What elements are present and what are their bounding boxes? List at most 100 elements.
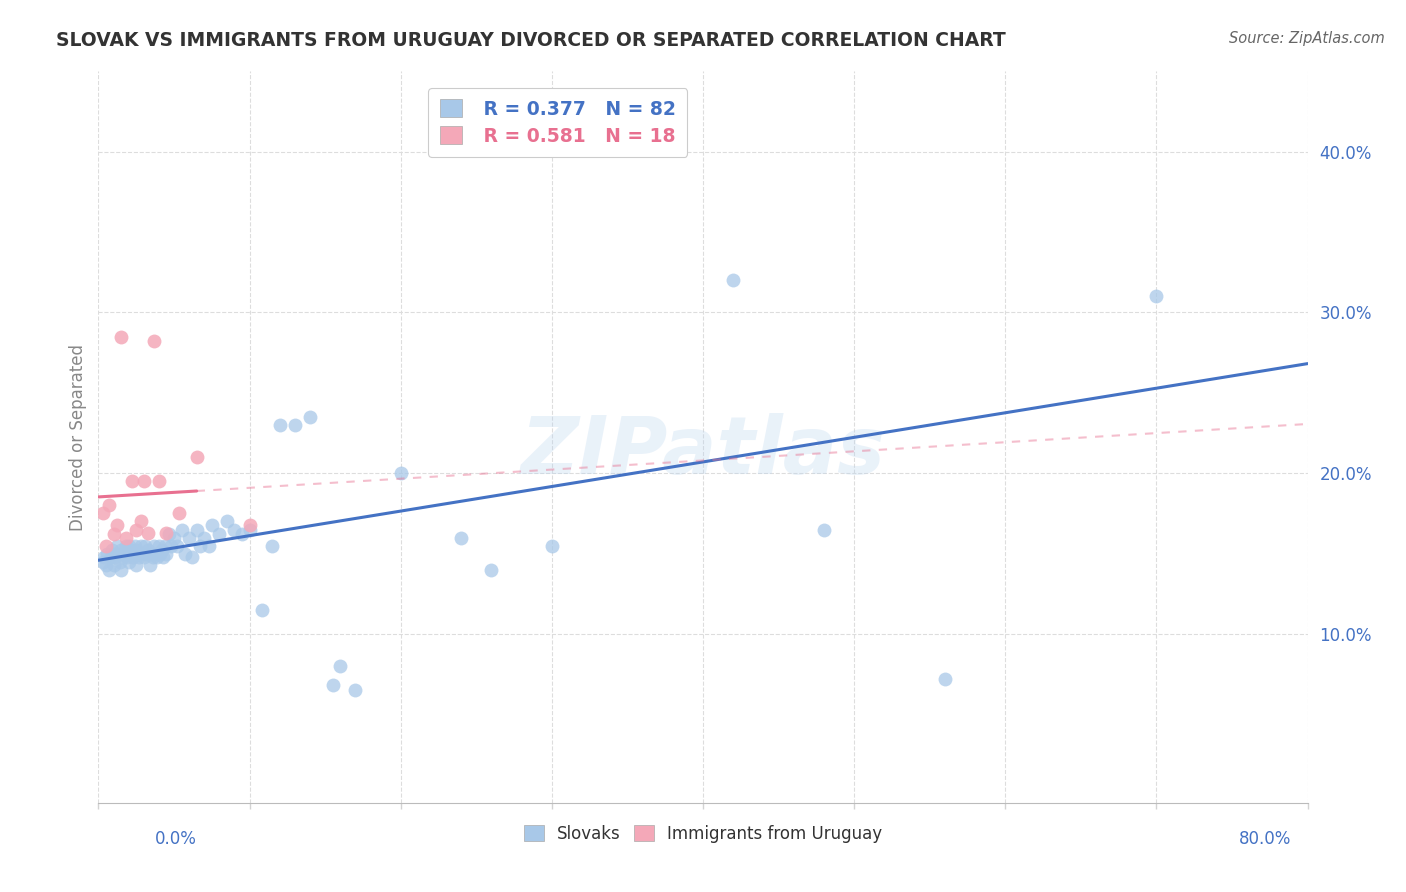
Point (208, 527, 231, 541)
Point (269, 417, 291, 432)
Point (143, 539, 166, 553)
Point (127, 547, 149, 561)
Point (129, 515, 152, 529)
Point (193, 531, 215, 545)
Text: SLOVAK VS IMMIGRANTS FROM URUGUAY DIVORCED OR SEPARATED CORRELATION CHART: SLOVAK VS IMMIGRANTS FROM URUGUAY DIVORC… (56, 31, 1005, 50)
Point (1144, 289, 1167, 303)
Point (616, 112, 638, 127)
Point (813, 523, 835, 537)
Point (389, 467, 412, 481)
Point (250, 603, 273, 617)
Point (129, 539, 152, 553)
Point (98, 563, 121, 577)
Point (108, 555, 131, 569)
Point (450, 531, 472, 545)
Point (186, 450, 208, 465)
Point (103, 547, 125, 561)
Point (105, 539, 128, 553)
Point (239, 517, 262, 532)
Point (170, 523, 193, 537)
Point (148, 475, 170, 489)
Point (120, 543, 142, 558)
Text: 80.0%: 80.0% (1239, 830, 1292, 847)
Point (134, 539, 156, 553)
Point (173, 547, 195, 561)
Point (231, 527, 253, 541)
Point (121, 475, 143, 489)
Point (131, 547, 153, 561)
Text: 0.0%: 0.0% (155, 830, 197, 847)
Point (481, 563, 503, 577)
Point (197, 539, 219, 553)
Point (121, 547, 143, 561)
Point (181, 549, 204, 564)
Point (94, 539, 117, 553)
Point (329, 659, 352, 673)
Point (105, 517, 128, 532)
Point (124, 539, 146, 553)
Point (141, 547, 163, 561)
Point (110, 543, 132, 558)
Point (146, 549, 169, 564)
Point (224, 523, 246, 537)
Text: Source: ZipAtlas.com: Source: ZipAtlas.com (1229, 31, 1385, 46)
Point (136, 525, 159, 540)
Point (153, 539, 176, 553)
Point (155, 547, 177, 561)
Point (110, 329, 132, 343)
Point (122, 549, 145, 564)
Point (148, 539, 170, 553)
Point (201, 517, 224, 532)
Point (186, 523, 208, 537)
Point (152, 549, 174, 564)
Text: ZIPatlas: ZIPatlas (520, 413, 886, 491)
Point (159, 527, 181, 541)
Point (262, 539, 284, 553)
Point (142, 549, 165, 564)
Point (103, 558, 125, 572)
Point (103, 527, 125, 541)
Point (284, 417, 307, 432)
Point (110, 563, 132, 577)
Point (135, 547, 157, 561)
Point (98, 499, 121, 513)
Point (322, 678, 344, 692)
Point (344, 683, 367, 698)
Point (125, 543, 148, 558)
Point (934, 672, 956, 686)
Point (143, 334, 166, 349)
Point (150, 543, 173, 558)
Point (112, 547, 135, 561)
Point (94, 558, 117, 572)
Point (163, 531, 186, 545)
Point (107, 547, 129, 561)
Point (104, 549, 127, 564)
Point (132, 549, 155, 564)
Legend: Slovaks, Immigrants from Uruguay: Slovaks, Immigrants from Uruguay (517, 818, 889, 849)
Point (114, 539, 136, 553)
Point (100, 549, 122, 564)
Point (299, 409, 322, 424)
Point (179, 531, 201, 545)
Point (91, 555, 114, 569)
Y-axis label: Divorced or Separated: Divorced or Separated (69, 343, 87, 531)
Point (91, 507, 114, 521)
Point (166, 539, 188, 553)
Point (160, 539, 183, 553)
Point (118, 555, 141, 569)
Point (111, 549, 134, 564)
Point (115, 549, 138, 564)
Point (96, 547, 118, 561)
Point (723, 273, 745, 287)
Point (155, 525, 177, 540)
Point (118, 539, 141, 553)
Point (125, 523, 148, 537)
Point (167, 507, 190, 521)
Point (215, 515, 238, 529)
Point (136, 543, 159, 558)
Point (149, 547, 172, 561)
Point (132, 475, 155, 489)
Point (101, 543, 124, 558)
Point (125, 558, 148, 572)
Point (93, 549, 115, 564)
